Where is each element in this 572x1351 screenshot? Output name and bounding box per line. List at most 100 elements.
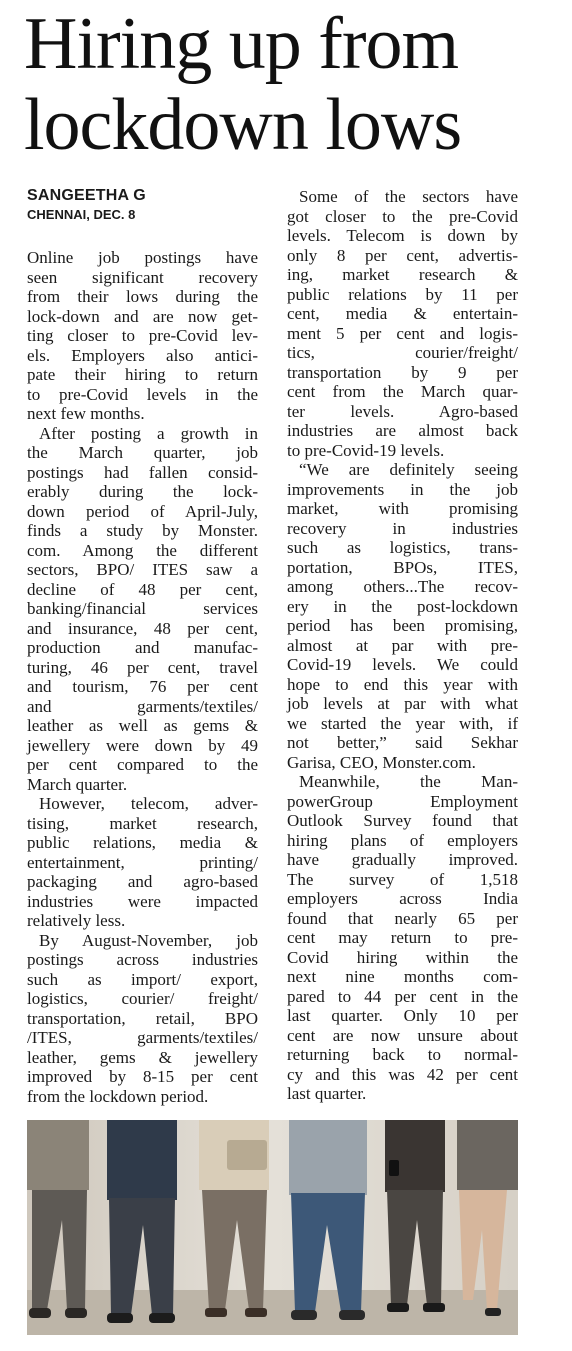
paragraph: Meanwhile, the Man-powerGroup Employment…: [287, 772, 518, 1104]
text-line: cent from the March quar-: [287, 382, 518, 401]
text-line: improvements in the job: [287, 479, 518, 499]
text-line: returning back to normal-: [287, 1045, 518, 1064]
text-line: found that nearly 65 per: [287, 908, 518, 928]
headline: Hiring up from lockdown lows: [24, 4, 534, 166]
text-line: and insurance, 48 per cent,: [27, 618, 258, 638]
text-line: logistics, courier/ freight/: [27, 989, 258, 1008]
text-line: hope to end this year with: [287, 674, 518, 694]
text-line: erably during the lock-: [27, 482, 258, 501]
text-line: we started the year with, if: [287, 713, 518, 733]
text-line: next nine months com-: [287, 967, 518, 986]
headline-line: Hiring up from: [24, 3, 459, 85]
text-line: from their lows during the: [27, 287, 258, 306]
column: Some of the sectors have got closer to th…: [287, 187, 518, 1104]
text-line: transportation, retail, BPO: [27, 1008, 258, 1028]
text-line: and tourism, 76 per cent: [27, 677, 258, 696]
text-line: production and manufac-: [27, 638, 258, 657]
column: Online job postings have seen significant…: [27, 248, 258, 1106]
paragraph: By August-November, job postings across i…: [27, 931, 258, 1107]
text-line: turing, 46 per cent, travel: [27, 657, 258, 677]
text-line: ment 5 per cent and logis-: [287, 323, 518, 343]
text-line: the March quarter, job: [27, 443, 258, 462]
photo: [27, 1120, 518, 1335]
text-line: from the lockdown period.: [27, 1086, 209, 1106]
text-line: Covid-19 levels. We could: [287, 655, 518, 674]
text-line: public relations by 11 per: [287, 284, 518, 304]
text-line: portation, BPOs, ITES,: [287, 557, 518, 577]
text-line: seen significant recovery: [27, 267, 258, 287]
paragraph: Some of the sectors have got closer to th…: [287, 187, 518, 460]
text-line: jewellery were down by 49: [27, 735, 258, 755]
text-line: tising, market research,: [27, 813, 258, 833]
text-line: next few months.: [27, 404, 145, 423]
headline-line: lockdown lows: [24, 84, 462, 166]
paragraph: “We are definitely seeing improvements in…: [287, 460, 518, 772]
text-line: down period of April-July,: [27, 501, 258, 521]
text-line: pared to 44 per cent in the: [287, 986, 518, 1006]
text-line: finds a study by Monster.: [27, 521, 258, 540]
text-line: almost at par with pre-: [287, 635, 518, 655]
text-line: last quarter. Only 10 per: [287, 1006, 518, 1025]
text-line: hiring plans of employers: [287, 830, 518, 850]
text-line: such as logistics, trans-: [287, 538, 518, 557]
text-line: leather as well as gems &: [27, 716, 258, 735]
text-line: ter levels. Agro-based: [287, 401, 518, 421]
text-line: such as import/ export,: [27, 969, 258, 989]
text-line: els. Employers also antici-: [27, 345, 258, 365]
text-line: By August-November, job: [39, 930, 258, 950]
text-line: “We are definitely seeing: [299, 460, 518, 479]
text-line: entertainment, printing/: [27, 852, 258, 872]
text-line: Some of the sectors have: [299, 187, 518, 206]
text-line: decline of 48 per cent,: [27, 579, 258, 599]
text-line: Covid hiring within the: [287, 947, 518, 967]
text-line: cent, media & entertain-: [287, 304, 518, 323]
text-line: packaging and agro-based: [27, 872, 258, 891]
text-line: postings had fallen consid-: [27, 462, 258, 482]
text-line: pate their hiring to return: [27, 365, 258, 384]
text-line: postings across industries: [27, 950, 258, 969]
text-line: Meanwhile, the Man-: [299, 772, 518, 791]
text-line: tics, courier/freight/: [287, 343, 518, 362]
paragraph: After posting a growth in the March quart…: [27, 424, 258, 795]
text-line: Garisa, CEO, Monster.com.: [287, 752, 476, 772]
text-line: transportation by 9 per: [287, 362, 518, 382]
text-line: relatively less.: [27, 911, 126, 930]
text-line: ing, market research &: [287, 265, 518, 284]
text-line: per cent compared to the: [27, 755, 258, 774]
text-line: got closer to the pre-Covid: [287, 206, 518, 226]
text-line: leather, gems & jewellery: [27, 1047, 258, 1067]
text-line: job levels at par with what: [287, 694, 518, 713]
text-line: cent are now unsure about: [287, 1025, 518, 1045]
text-line: levels. Telecom is down by: [287, 226, 518, 245]
text-line: market, with promising: [287, 499, 518, 518]
text-line: industries were impacted: [27, 891, 258, 911]
text-line: /ITES, garments/textiles/: [27, 1028, 258, 1047]
text-line: banking/financial services: [27, 599, 258, 618]
text-line: ery in the post-lockdown: [287, 596, 518, 616]
text-line: powerGroup Employment: [287, 791, 518, 811]
text-line: industries are almost back: [287, 421, 518, 440]
text-line: public relations, media &: [27, 833, 258, 852]
text-line: ting closer to pre-Covid lev-: [27, 326, 258, 345]
dateline: CHENNAI, DEC. 8: [27, 207, 136, 222]
text-line: However, telecom, adver-: [39, 794, 258, 813]
text-line: to pre-Covid levels in the: [27, 384, 258, 404]
author: SANGEETHA G: [27, 187, 146, 204]
text-line: lock-down and are now get-: [27, 306, 258, 326]
text-line: After posting a growth in: [39, 423, 258, 443]
text-line: March quarter.: [27, 774, 128, 794]
paragraph: Online job postings have seen significant…: [27, 248, 258, 424]
text-line: sectors, BPO/ ITES saw a: [27, 560, 258, 579]
text-line: Online job postings have: [27, 248, 258, 267]
text-line: cent may return to pre-: [287, 928, 518, 947]
text-line: not better,” said Sekhar: [287, 733, 518, 752]
text-line: have gradually improved.: [287, 850, 518, 869]
text-line: period has been promising,: [287, 616, 518, 635]
text-line: only 8 per cent, advertis-: [287, 245, 518, 265]
text-line: recovery in industries: [287, 518, 518, 538]
text-line: among others...The recov-: [287, 577, 518, 596]
text-line: to pre-Covid-19 levels.: [287, 440, 445, 460]
text-line: com. Among the different: [27, 540, 258, 560]
text-line: Outlook Survey found that: [287, 811, 518, 830]
